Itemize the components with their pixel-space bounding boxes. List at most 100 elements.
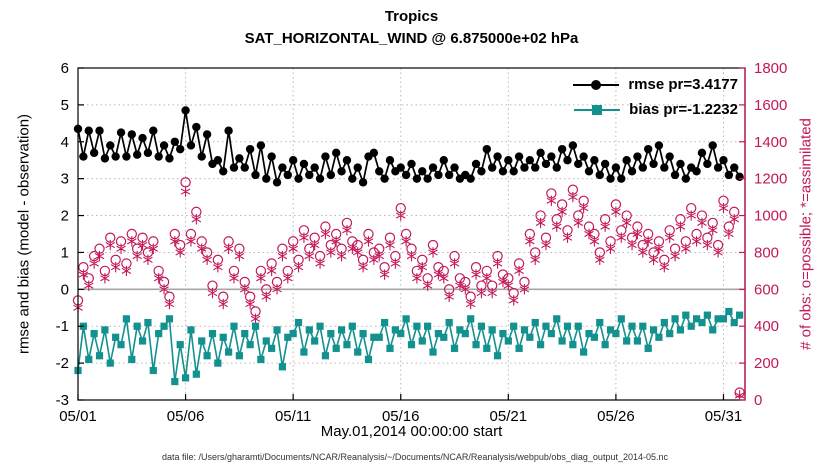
bias-marker xyxy=(171,377,179,386)
x-tick-label: 05/21 xyxy=(490,408,528,425)
rmse-marker xyxy=(434,170,443,180)
rmse-marker xyxy=(229,163,239,172)
bias-marker xyxy=(343,341,351,349)
rmse-marker xyxy=(305,170,314,180)
rmse-marker xyxy=(132,150,142,159)
bias-marker xyxy=(332,344,340,352)
rmse-marker xyxy=(703,159,712,169)
bias-marker xyxy=(429,348,437,356)
rmse-marker xyxy=(676,159,685,169)
rmse-marker xyxy=(267,152,276,161)
legend-item-rmse: rmse pr=3.4177 xyxy=(573,76,738,93)
rmse-marker xyxy=(176,144,185,154)
right-tick-label: 1200 xyxy=(754,171,787,188)
bias-marker xyxy=(687,322,695,330)
right-tick-label: 200 xyxy=(754,355,779,372)
rmse-marker xyxy=(294,174,303,183)
rmse-marker xyxy=(606,174,615,183)
bias-marker xyxy=(289,330,297,338)
bias-marker xyxy=(574,322,582,330)
bias-marker xyxy=(542,322,550,330)
rmse-marker xyxy=(568,141,578,150)
bias-marker xyxy=(709,326,717,334)
bias-square-marker-icon xyxy=(592,104,603,115)
rmse-marker xyxy=(692,167,701,176)
bias-marker xyxy=(585,330,593,338)
bias-marker xyxy=(375,333,383,341)
bias-marker xyxy=(364,355,373,364)
bias-marker xyxy=(112,333,120,341)
bias-line xyxy=(77,309,741,382)
bias-marker xyxy=(413,322,421,330)
right-tick-label: 1000 xyxy=(754,208,787,225)
bias-marker xyxy=(725,307,733,316)
rmse-marker xyxy=(127,130,136,139)
rmse-marker xyxy=(719,156,728,165)
bias-marker xyxy=(370,333,378,341)
rmse-marker xyxy=(251,170,260,180)
rmse-marker xyxy=(735,172,744,182)
bias-marker xyxy=(397,330,405,338)
bias-marker xyxy=(472,341,480,349)
bias-marker xyxy=(165,315,174,323)
bias-marker xyxy=(187,326,195,334)
rmse-marker xyxy=(407,159,416,169)
rmse-marker xyxy=(649,159,658,169)
legend-label-bias: bias pr=-1.2232 xyxy=(629,101,738,118)
bias-marker xyxy=(176,341,184,349)
bias-marker xyxy=(149,366,157,375)
bias-marker xyxy=(736,311,744,319)
bias-marker xyxy=(531,318,539,327)
rmse-marker xyxy=(595,170,604,180)
bias-marker xyxy=(327,330,335,338)
bias-marker xyxy=(251,322,260,330)
bias-marker xyxy=(569,341,577,349)
rmse-marker xyxy=(681,174,691,183)
bias-marker xyxy=(547,330,555,338)
bias-marker xyxy=(434,330,442,338)
bias-marker xyxy=(160,322,168,330)
bias-marker xyxy=(391,326,399,334)
bias-marker xyxy=(321,352,330,360)
rmse-marker xyxy=(122,152,131,161)
rmse-marker xyxy=(170,137,180,146)
bias-marker xyxy=(590,333,598,341)
bias-marker xyxy=(499,330,507,338)
rmse-marker xyxy=(547,152,556,161)
bias-marker xyxy=(617,315,625,323)
rmse-marker xyxy=(149,126,158,135)
bias-marker xyxy=(278,363,287,371)
bias-marker xyxy=(235,352,243,360)
rmse-marker xyxy=(439,156,448,165)
right-tick-label: 600 xyxy=(754,281,779,298)
legend-item-bias: bias pr=-1.2232 xyxy=(573,101,738,118)
bias-marker xyxy=(483,344,491,352)
rmse-marker xyxy=(235,154,244,163)
rmse-marker xyxy=(353,163,362,172)
x-axis-label: May.01,2014 00:00:00 start xyxy=(320,423,503,440)
bias-marker xyxy=(407,341,416,349)
bias-marker xyxy=(90,330,98,338)
rmse-marker xyxy=(574,159,583,169)
bias-marker xyxy=(504,337,512,345)
bias-marker xyxy=(493,352,502,360)
rmse-marker xyxy=(520,163,529,172)
rmse-marker xyxy=(213,156,223,165)
rmse-marker xyxy=(600,159,610,169)
rmse-marker xyxy=(283,170,292,180)
rmse-marker xyxy=(240,163,249,172)
left-tick-label: -2 xyxy=(56,355,69,372)
rmse-marker xyxy=(466,174,475,183)
bias-marker xyxy=(676,326,685,334)
rmse-marker xyxy=(450,163,459,172)
bias-marker xyxy=(122,315,131,323)
bias-marker xyxy=(337,326,346,334)
rmse-marker xyxy=(627,167,637,176)
rmse-marker xyxy=(697,148,707,158)
bias-marker xyxy=(692,315,701,323)
bias-marker xyxy=(510,322,518,330)
rmse-marker xyxy=(186,141,196,150)
bias-marker xyxy=(311,337,319,345)
rmse-marker xyxy=(724,170,734,180)
